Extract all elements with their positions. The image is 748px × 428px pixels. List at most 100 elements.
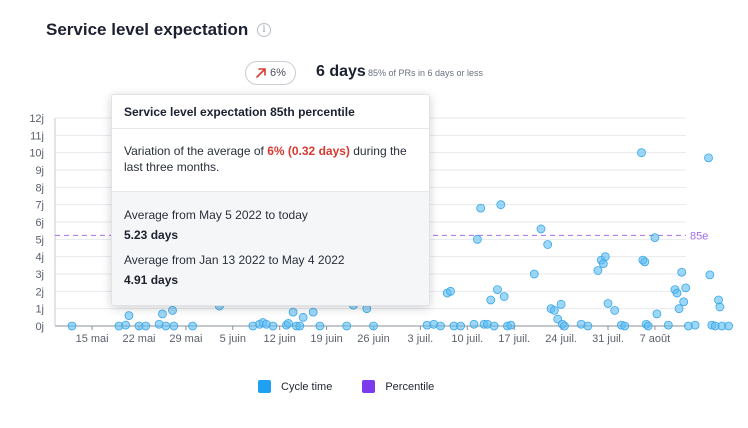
y-tick-label: 11j	[30, 130, 44, 142]
legend-label: Cycle time	[281, 380, 333, 393]
cycle-time-point	[652, 309, 662, 319]
cycle-time-point	[704, 153, 713, 163]
cycle-time-point	[637, 148, 646, 158]
percentile-line-label: 85e	[690, 230, 708, 242]
cycle-time-point	[295, 321, 305, 331]
sle-value: 6 days	[316, 63, 366, 80]
cycle-time-point	[677, 267, 687, 277]
cycle-time-point	[640, 257, 650, 267]
variation-highlight: 6% (0.32 days)	[267, 144, 350, 158]
y-tick-label: 6j	[35, 217, 44, 229]
tooltip-variation: Variation of the average of 6% (0.32 day…	[112, 129, 429, 191]
legend-item-cycle-time[interactable]: Cycle time	[258, 380, 332, 393]
cycle-time-point	[489, 321, 499, 331]
cycle-time-point	[715, 302, 725, 312]
x-tick-label: 12 juin	[263, 333, 295, 345]
cycle-time-point	[169, 321, 179, 331]
cycle-time-point	[724, 321, 733, 331]
cycle-time-point	[663, 320, 673, 330]
cycle-time-point	[643, 321, 653, 331]
y-tick-label: 4j	[35, 252, 44, 264]
cycle-time-point	[315, 321, 325, 331]
cycle-time-point	[496, 200, 506, 210]
cycle-time-point	[436, 321, 445, 331]
cycle-time-point	[308, 307, 318, 317]
y-tick-label: 1j	[35, 304, 44, 316]
y-tick-label: 0j	[35, 321, 44, 333]
cycle-time-point	[124, 311, 134, 321]
x-tick-label: 3 juil.	[408, 333, 434, 345]
x-axis-ticks: 15 mai 22 mai 29 mai 5 juin 12 juin 19 juin 26…	[76, 326, 670, 345]
legend-swatch	[362, 380, 376, 393]
y-tick-label: 9j	[35, 165, 44, 177]
cycle-time-point	[161, 321, 171, 331]
cycle-time-point	[141, 321, 151, 331]
trend-badge[interactable]: 6%	[245, 61, 296, 85]
cycle-time-point	[556, 299, 566, 309]
y-tick-label: 5j	[35, 234, 44, 246]
x-tick-label: 26 juin	[357, 333, 389, 345]
cycle-time-point	[188, 321, 198, 331]
cycle-time-point	[298, 312, 308, 322]
x-tick-label: 17 juil.	[498, 333, 530, 345]
cycle-time-point	[583, 321, 593, 331]
x-tick-label: 24 juil.	[545, 333, 577, 345]
cycle-time-point	[690, 320, 700, 330]
cycle-time-point	[593, 266, 603, 275]
cycle-time-point	[650, 233, 660, 243]
info-icon[interactable]: i	[257, 23, 271, 37]
variation-suffix: during the last three months.	[124, 144, 407, 174]
cycle-time-point	[499, 292, 509, 301]
cycle-time-point	[610, 305, 620, 315]
cycle-time-point	[493, 285, 502, 295]
x-tick-label: 29 mai	[169, 333, 202, 345]
cycle-time-point	[158, 309, 167, 319]
cycle-time-point	[506, 320, 516, 330]
cycle-time-point	[672, 288, 682, 298]
x-tick-label: 15 mai	[76, 333, 109, 345]
y-tick-label: 12j	[29, 113, 44, 125]
x-tick-label: 31 juil.	[592, 333, 624, 345]
cycle-time-point	[342, 321, 352, 331]
cycle-time-point	[603, 299, 613, 308]
cycle-time-point	[469, 319, 479, 329]
arrow-up-right-icon	[256, 68, 266, 78]
page-title: Service level expectation	[46, 20, 249, 39]
legend-item-percentile[interactable]: Percentile	[362, 380, 434, 393]
cycle-time-point	[168, 305, 177, 315]
cycle-time-point	[472, 234, 482, 244]
cycle-time-point	[67, 321, 77, 331]
cycle-time-point	[369, 321, 378, 331]
y-tick-label: 8j	[35, 182, 44, 194]
legend-swatch	[258, 380, 271, 393]
y-tick-label: 2j	[35, 286, 44, 298]
variation-prefix: Variation of the average of	[124, 144, 268, 158]
x-tick-label: 5 juin	[220, 333, 246, 345]
recent-average-label: Average from May 5 2022 to today	[124, 208, 308, 222]
x-tick-label: 22 mai	[122, 333, 155, 345]
cycle-time-point	[681, 283, 691, 293]
cycle-time-point	[288, 307, 298, 317]
cycle-time-point	[529, 269, 539, 279]
percentile-tooltip: Service level expectation 85th percentil…	[111, 94, 430, 306]
y-axis-ticks: 0j 1j 2j 3j 4j 5j 6j 7j 8j 9j 10j 11j 12j	[29, 113, 44, 333]
cycle-time-point	[550, 305, 559, 315]
sle-description: 85% of PRs in 6 days or less	[368, 68, 484, 78]
cycle-time-point	[674, 304, 684, 314]
cycle-time-point	[268, 321, 278, 331]
chart-legend: Cycle time Percentile	[258, 380, 434, 393]
previous-average-label: Average from Jan 13 2022 to May 4 2022	[124, 253, 345, 267]
y-tick-label: 3j	[35, 269, 44, 281]
cycle-time-point	[456, 321, 466, 331]
cycle-time-point	[705, 270, 715, 280]
cycle-time-point	[560, 321, 569, 331]
tooltip-averages: Average from May 5 2022 to today 5.23 da…	[112, 191, 429, 305]
tooltip-title: Service level expectation 85th percentil…	[112, 95, 429, 129]
cycle-time-point	[121, 320, 130, 330]
cycle-time-point	[446, 286, 455, 296]
cycle-time-point	[486, 295, 496, 305]
cycle-time-point	[543, 240, 553, 249]
cycle-time-point	[679, 297, 689, 307]
cycle-time-point	[536, 224, 546, 234]
trend-label: 6%	[270, 67, 286, 79]
